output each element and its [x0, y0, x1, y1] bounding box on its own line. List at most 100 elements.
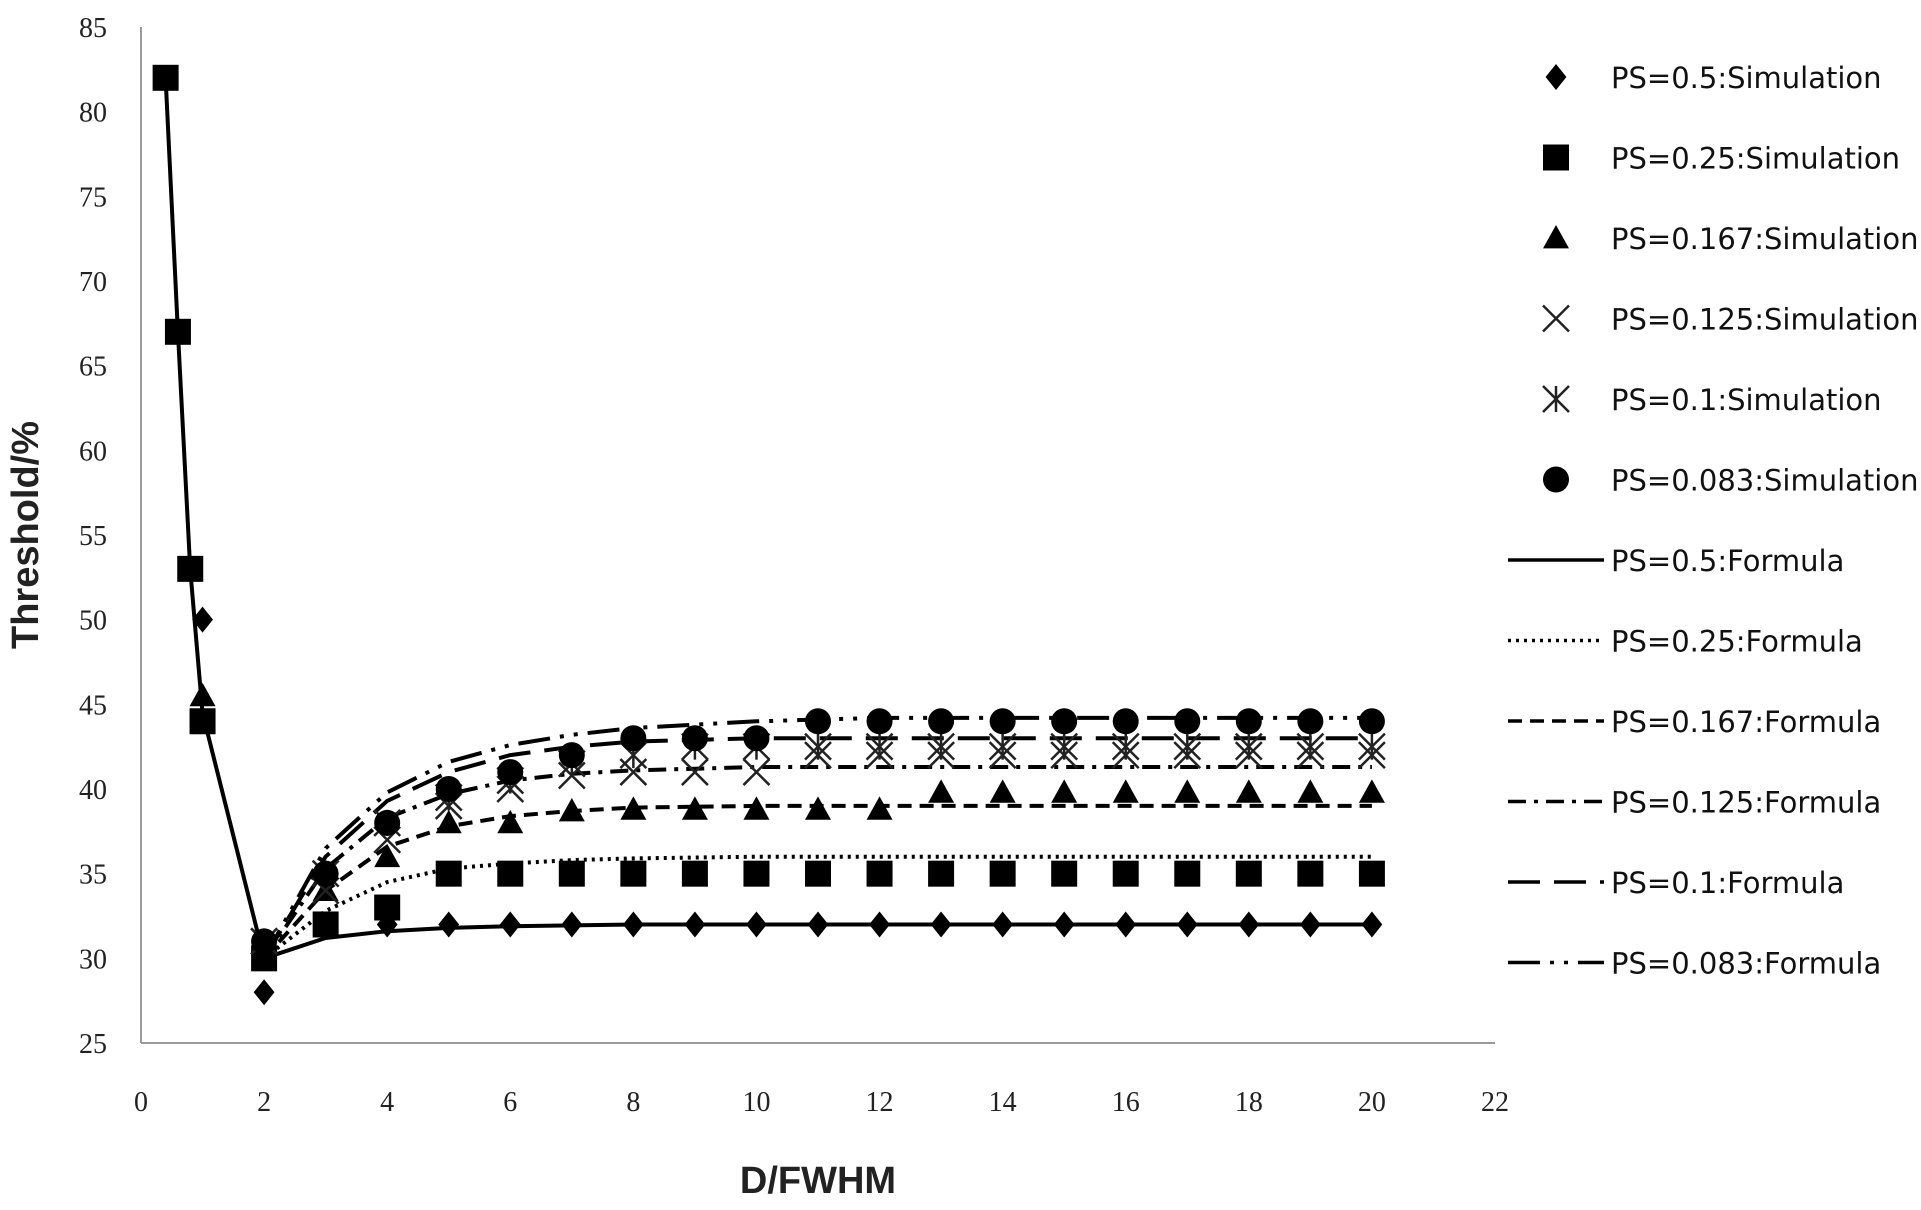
marker-diamond-0-7: [438, 911, 460, 938]
marker-square-1-17: [1051, 860, 1078, 887]
legend-label: PS=0.083:Simulation: [1611, 464, 1918, 498]
marker-diamond-0-21: [1299, 911, 1321, 938]
y-tick-label: 45: [79, 690, 107, 721]
marker-square-1-21: [1297, 860, 1324, 887]
marker-square-1-22: [1358, 860, 1385, 887]
legend-item-formula-0: PS=0.5:Formula: [1508, 544, 1844, 578]
marker-diamond-0-15: [930, 911, 952, 938]
legend-label: PS=0.125:Formula: [1611, 786, 1881, 820]
x-tick-label: 4: [380, 1087, 394, 1118]
legend-item-formula-2: PS=0.167:Formula: [1508, 705, 1881, 739]
marker-triangle-2-6: [558, 798, 585, 822]
y-tick-label: 50: [79, 606, 107, 637]
marker-asterisk-4-10: [865, 732, 894, 761]
marker-square-1-8: [497, 860, 524, 887]
x-tick-label: 2: [257, 1087, 271, 1118]
marker-diamond-0-12: [746, 911, 767, 938]
marker-asterisk-4-15: [1173, 732, 1202, 761]
x-tick-label: 16: [1112, 1087, 1140, 1118]
legend-label: PS=0.25:Simulation: [1611, 142, 1900, 176]
legend-label: PS=0.083:Formula: [1611, 947, 1881, 981]
marker-circle-5-0: [251, 928, 278, 955]
x-axis-title: D/FWHM: [740, 1160, 896, 1202]
marker-circle-5-17: [1297, 708, 1324, 735]
legend-symbol-circle: [1543, 466, 1569, 493]
marker-triangle-2-16: [1174, 779, 1201, 803]
x-tick-label: 8: [626, 1087, 640, 1118]
marker-diamond-0-22: [1361, 911, 1383, 938]
marker-circle-5-11: [928, 708, 955, 735]
legend-symbol-x: [1542, 304, 1570, 333]
legend-item-simulation-2: PS=0.167:Simulation: [1543, 222, 1918, 256]
marker-x-3-8: [742, 758, 771, 786]
formula-line-1: [262, 854, 1372, 960]
legend: PS=0.5:Simulation PS=0.25:Simulation PS=0.…: [1508, 61, 1918, 981]
x-tick-label: 14: [989, 1087, 1017, 1118]
marker-square-1-7: [435, 860, 462, 887]
marker-square-1-3: [189, 708, 216, 735]
marker-triangle-2-7: [620, 796, 647, 820]
y-tick-label: 25: [79, 1029, 107, 1060]
marker-square-1-11: [681, 860, 708, 887]
legend-item-simulation-5: PS=0.083:Simulation: [1543, 464, 1918, 498]
legend-item-formula-5: PS=0.083:Formula: [1508, 947, 1881, 981]
marker-triangle-2-10: [805, 796, 831, 820]
marker-triangle-2-5: [497, 809, 524, 834]
x-tick-label: 12: [866, 1087, 894, 1118]
marker-asterisk-4-12: [988, 732, 1017, 761]
y-tick-label: 75: [79, 182, 107, 213]
marker-circle-5-5: [558, 742, 585, 769]
plot-area: 0 2 4 6 8 10 12 14 16 18 20 22 25 30 35 40 45 50 55 60 65 70…: [79, 13, 1509, 1118]
marker-square-1-1: [164, 318, 191, 345]
legend-label: PS=0.5:Simulation: [1611, 61, 1882, 95]
marker-circle-5-16: [1235, 708, 1262, 735]
x-tick-label: 0: [134, 1087, 148, 1118]
marker-square-1-15: [928, 860, 955, 887]
marker-asterisk-4-18: [1358, 732, 1386, 761]
marker-circle-5-13: [1051, 708, 1078, 735]
marker-circle-5-9: [805, 708, 831, 735]
marker-asterisk-4-11: [927, 732, 955, 761]
marker-triangle-2-3: [374, 843, 401, 868]
legend-symbol-diamond: [1545, 64, 1567, 90]
marker-circle-5-10: [866, 708, 893, 735]
formula-line-0: [163, 77, 1372, 961]
marker-asterisk-4-13: [1050, 732, 1079, 761]
legend-symbol-triangle: [1543, 225, 1569, 249]
marker-square-1-16: [989, 860, 1016, 887]
marker-diamond-0-16: [992, 911, 1014, 938]
x-tick-label: 10: [742, 1087, 770, 1118]
marker-square-1-6: [374, 894, 401, 921]
y-tick-label: 80: [79, 98, 107, 129]
x-tick-labels: 0 2 4 6 8 10 12 14 16 18 20 22: [134, 1087, 1509, 1118]
marker-asterisk-4-16: [1234, 732, 1263, 761]
legend-label: PS=0.1:Simulation: [1611, 383, 1882, 417]
y-axis-title: Threshold/%: [5, 421, 47, 649]
y-tick-label: 30: [79, 944, 107, 975]
marker-square-1-9: [558, 860, 585, 887]
y-tick-label: 40: [79, 775, 107, 806]
marker-diamond-0-20: [1238, 911, 1260, 938]
marker-square-1-19: [1174, 860, 1201, 887]
marker-square-1-14: [866, 860, 893, 887]
marker-circle-5-1: [312, 860, 339, 887]
marker-square-1-2: [177, 555, 204, 582]
y-tick-label: 65: [79, 352, 107, 383]
marker-circle-5-14: [1112, 708, 1139, 735]
legend-item-formula-4: PS=0.1:Formula: [1508, 866, 1844, 900]
marker-asterisk-4-14: [1111, 732, 1140, 761]
y-tick-label: 55: [79, 521, 107, 552]
marker-circle-5-8: [743, 725, 770, 752]
marker-triangle-2-0: [189, 682, 216, 707]
formula-lines: [163, 77, 1372, 961]
marker-circle-5-12: [989, 708, 1016, 735]
legend-item-formula-3: PS=0.125:Formula: [1508, 786, 1881, 820]
marker-diamond-0-8: [499, 911, 521, 938]
y-tick-labels: 25 30 35 40 45 50 55 60 65 70 75 80 85: [79, 13, 107, 1060]
marker-triangle-2-11: [866, 796, 893, 820]
marker-diamond-0-17: [1053, 911, 1075, 938]
x-tick-label: 18: [1235, 1087, 1263, 1118]
legend-item-formula-1: PS=0.25:Formula: [1508, 625, 1863, 659]
legend-label: PS=0.125:Simulation: [1611, 303, 1918, 337]
